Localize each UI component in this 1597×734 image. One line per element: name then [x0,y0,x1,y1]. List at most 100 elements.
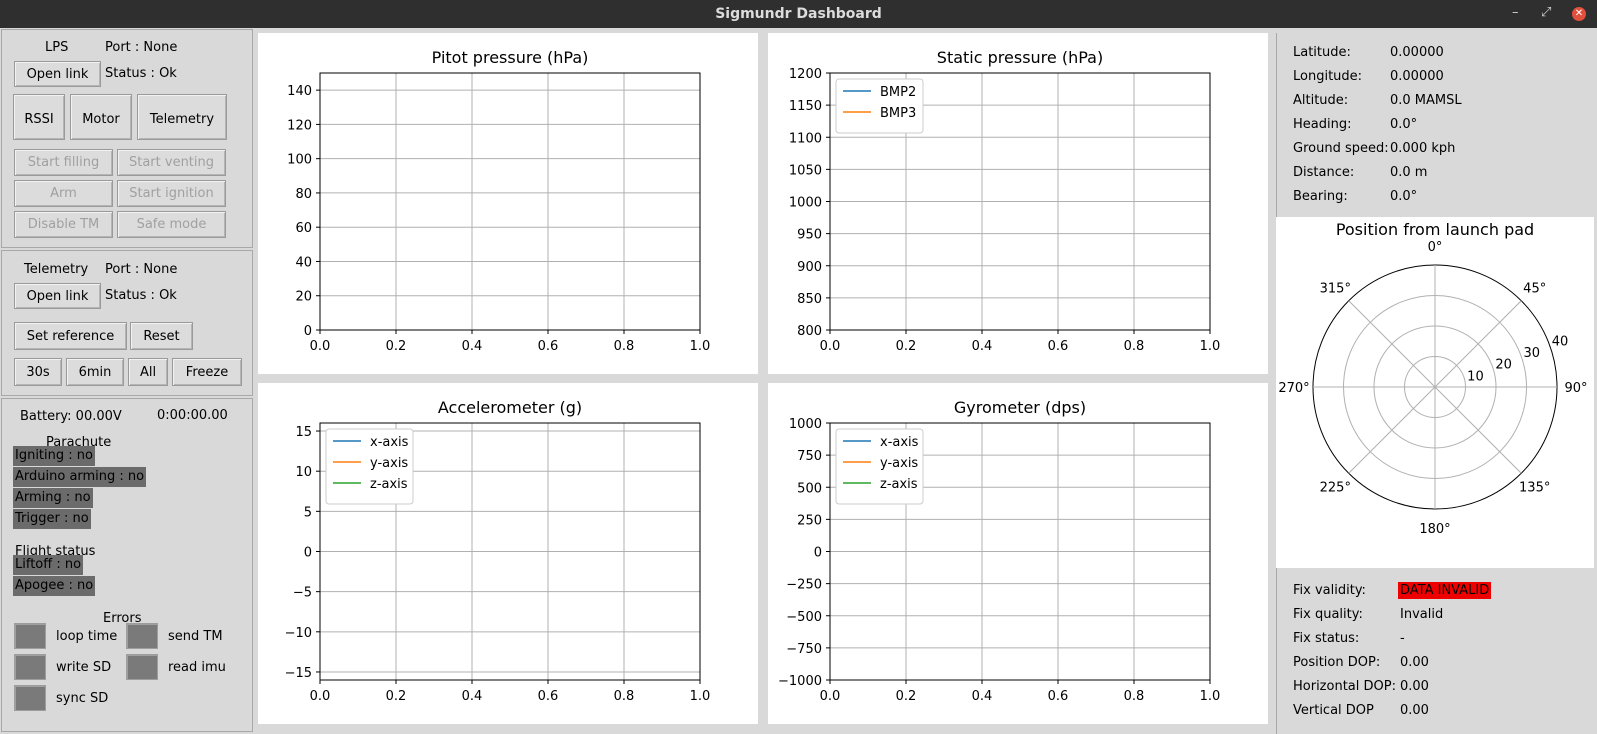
start-venting-button[interactable]: Start venting [117,149,226,176]
x-tick-label: 0.6 [538,689,559,704]
read-imu-error-label: read imu [168,660,226,675]
write-sd-error-label: write SD [56,660,112,675]
telemetry-panel: Telemetry Port : None Open link Status :… [1,250,253,396]
polar-spoke [1348,300,1436,388]
x-tick-label: 1.0 [690,689,711,704]
motor-button[interactable]: Motor [70,94,132,140]
y-tick-label: 120 [287,118,312,133]
accelerometer-chart: Accelerometer (g) 0.0 0.2 0.4 0.6 0.8 1.0 −15 −1… [285,398,711,704]
longitude-value: 0.00000 [1390,69,1444,84]
y-tick-label: 100 [287,153,312,168]
distance-label: Distance: [1293,165,1355,180]
send-tm-error-label: send TM [168,629,223,644]
legend-label: z-axis [880,477,918,492]
static-pressure-chart: Static pressure (hPa) 0.0 0.2 0.4 0.6 0.8 1.0 8… [789,48,1220,354]
r-tick-label: 40 [1552,334,1569,349]
sync-sd-error-indicator [14,685,46,711]
minimize-icon[interactable]: – [1512,5,1519,20]
apogee-flag: Apogee : no [13,576,96,596]
y-tick-label: −750 [786,642,822,657]
x-tick-label: 0.6 [538,339,559,354]
y-tick-label: 0 [304,324,312,339]
x-tick-label: 0.8 [614,689,635,704]
heading-value: 0.0° [1390,117,1418,132]
gyro-chart-panel: Gyrometer (dps) 0.0 0.2 0.4 0.6 0.8 1.0 −1000 −7… [768,383,1268,724]
vertical-dop-value: 0.00 [1400,703,1429,718]
theta-tick-label: 0° [1428,240,1443,255]
safe-mode-button[interactable]: Safe mode [117,211,226,238]
y-tick-label: −500 [786,610,822,625]
arm-button[interactable]: Arm [14,180,113,207]
errors-title: Errors [103,611,142,626]
y-tick-label: −15 [285,666,312,681]
fix-quality-value: Invalid [1400,607,1444,622]
theta-tick-label: 45° [1523,281,1546,296]
x-tick-label: 0.2 [386,339,407,354]
reset-button[interactable]: Reset [130,322,193,350]
range-all-button[interactable]: All [128,358,168,386]
battery-voltage: Battery: 00.00V [20,409,122,424]
x-tick-label: 0.2 [896,689,917,704]
vertical-dop-label: Vertical DOP [1293,703,1374,718]
horizontal-dop-label: Horizontal DOP: [1293,679,1396,694]
fix-status-label: Fix status: [1293,631,1360,646]
x-tick-label: 1.0 [1200,689,1221,704]
range-6min-button[interactable]: 6min [66,358,124,386]
lps-status: Status : Ok [105,66,177,81]
y-tick-label: 60 [295,221,312,236]
set-reference-button[interactable]: Set reference [14,322,127,350]
y-tick-label: −5 [293,586,312,601]
freeze-button[interactable]: Freeze [172,358,242,386]
altitude-label: Altitude: [1293,93,1349,108]
bearing-value: 0.0° [1390,189,1418,204]
bearing-label: Bearing: [1293,189,1348,204]
telemetry-port: Port : None [105,262,178,277]
y-tick-label: 950 [797,228,822,243]
x-tick-label: 0.8 [1124,689,1145,704]
disable-tm-button[interactable]: Disable TM [14,211,113,238]
position-dop-value: 0.00 [1400,655,1429,670]
x-tick-label: 0.6 [1048,689,1069,704]
horizontal-dop-value: 0.00 [1400,679,1429,694]
accel-chart-panel: Accelerometer (g) 0.0 0.2 0.4 0.6 0.8 1.0 −15 −1… [258,383,758,724]
y-tick-label: 1000 [789,196,822,211]
maximize-icon[interactable]: ⤢ [1541,5,1552,20]
static-chart-panel: Static pressure (hPa) 0.0 0.2 0.4 0.6 0.8 1.0 8… [768,33,1268,374]
r-tick-label: 20 [1495,358,1512,373]
x-tick-label: 1.0 [690,339,711,354]
longitude-label: Longitude: [1293,69,1363,84]
plot-frame [829,72,1211,331]
theta-tick-label: 270° [1278,381,1309,396]
close-icon[interactable]: ✕ [1572,7,1586,21]
x-tick-label: 0.4 [462,689,483,704]
fix-status-value: - [1400,631,1405,646]
chart-title: Static pressure (hPa) [937,48,1103,67]
telemetry-status: Status : Ok [105,288,177,303]
r-tick-label: 30 [1524,346,1541,361]
x-tick-label: 0.2 [896,339,917,354]
position-dop-label: Position DOP: [1293,655,1381,670]
window-titlebar: Sigmundr Dashboard [0,0,1597,28]
start-ignition-button[interactable]: Start ignition [117,180,226,207]
range-30s-button[interactable]: 30s [14,358,62,386]
y-tick-label: 800 [797,324,822,339]
plot-frame [319,72,701,331]
read-imu-error-indicator [126,654,158,680]
lps-open-link-button[interactable]: Open link [14,61,101,87]
telemetry-toggle-button[interactable]: Telemetry [137,94,227,140]
mission-clock: 0:00:00.00 [157,408,228,423]
fix-quality-label: Fix quality: [1293,607,1363,622]
sync-sd-error-label: sync SD [56,691,109,706]
telemetry-open-link-button[interactable]: Open link [14,283,101,309]
start-filling-button[interactable]: Start filling [14,149,113,176]
y-tick-label: 500 [797,481,822,496]
chart-title: Gyrometer (dps) [954,398,1086,417]
igniting-flag: Igniting : no [13,446,95,466]
lps-panel: LPS Port : None Open link Status : Ok RS… [1,29,253,248]
trigger-flag: Trigger : no [13,509,91,529]
x-tick-label: 0.4 [972,339,993,354]
legend-label: BMP3 [880,106,916,121]
x-tick-label: 0.4 [972,689,993,704]
rssi-button[interactable]: RSSI [13,94,65,140]
